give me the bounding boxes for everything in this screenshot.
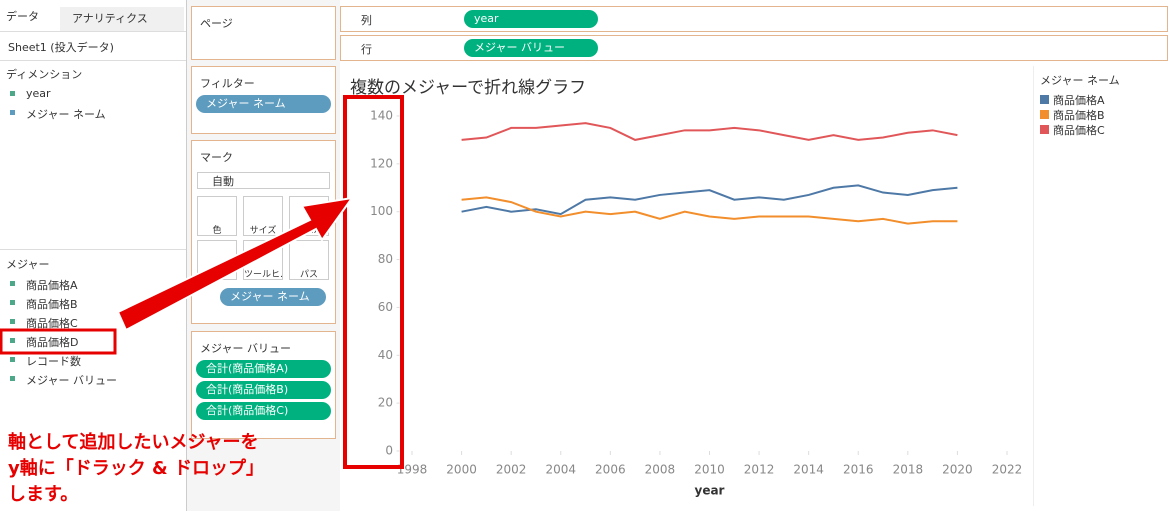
x-tick-label: 2010 [694,463,725,477]
y-tick-label: 100 [370,204,393,218]
annotation: 軸として追加したいメジャーを y軸に「ドラック & ドロップ」 します。 [8,430,264,508]
y-tick-label: 0 [385,444,393,458]
measure-item[interactable]: 商品価格D [26,336,79,349]
divider [0,60,186,61]
icon [10,319,15,324]
x-tick-label: 2022 [992,463,1023,477]
x-tick-label: 2014 [793,463,824,477]
tab-data[interactable]: データ [0,8,66,32]
x-tick-label: 2018 [893,463,924,477]
measure-item[interactable]: 商品価格B [26,298,78,311]
tab-divider [0,31,186,32]
annotation-line: y軸に「ドラック & ドロップ」 [8,458,264,479]
columns-pill[interactable]: year [464,10,598,28]
chart-title: 複数のメジャーで折れ線グラフ [350,78,586,98]
dimension-item[interactable]: year [26,87,51,100]
icon [10,376,15,381]
rows-label: 行 [361,43,372,56]
x-tick-label: 2004 [545,463,576,477]
x-tick-label: 2000 [446,463,477,477]
legend-label[interactable]: 商品価格A [1053,94,1105,107]
measure-item[interactable]: メジャー バリュー [26,374,117,387]
chart: 複数のメジャーで折れ線グラフ 0 20 40 60 80 100 120 140 1998 200… [341,66,1029,509]
columns-shelf[interactable]: 列 year [340,6,1168,32]
dimensions-title: ディメンション [6,68,83,81]
legend-title: メジャー ネーム [1040,74,1120,87]
x-tick-label: 2006 [595,463,626,477]
pages-shelf[interactable]: ページ [191,6,336,60]
mark-card[interactable]: サイズ [243,196,283,236]
x-tick-label: 2020 [942,463,973,477]
filters-shelf[interactable]: フィルター メジャー ネーム [191,66,336,134]
measure-values-title: メジャー バリュー [200,342,291,355]
measure-pill[interactable]: 合計(商品価格C) [196,402,331,420]
rows-shelf[interactable]: 行 メジャー バリュー [340,35,1168,61]
y-tick-label: 20 [378,396,393,410]
filters-title: フィルター [200,77,255,90]
marks-card: マーク 自動 色 サイズ ラベル 詳細 ツールヒ… パス メジャー ネーム [191,140,336,324]
dimension-item[interactable]: メジャー ネーム [26,108,106,121]
tab-analytics[interactable]: アナリティクス [60,7,184,31]
icon [10,357,15,362]
measure-pill[interactable]: 合計(商品価格B) [196,381,331,399]
x-tick-label: 2008 [645,463,676,477]
filter-pill[interactable]: メジャー ネーム [196,95,331,113]
legend-swatch [1040,110,1049,119]
rows-pill[interactable]: メジャー バリュー [464,39,598,57]
marks-title: マーク [200,151,233,164]
measures-title: メジャー [6,258,50,271]
icon [10,281,15,286]
y-tick-label: 80 [378,252,393,266]
legend-label[interactable]: 商品価格C [1053,124,1105,137]
icon [10,110,15,115]
legend-swatch [1040,125,1049,134]
y-tick-label: 40 [378,348,393,362]
pages-title: ページ [200,17,233,30]
icon [10,300,15,305]
datasource[interactable]: Sheet1 (投入データ) [8,41,114,54]
x-tick-label: 2012 [744,463,775,477]
legend: メジャー ネーム 商品価格A 商品価格B 商品価格C [1033,66,1169,506]
x-tick-label: 2016 [843,463,874,477]
x-tick-label: 1998 [397,463,428,477]
annotation-line: します。 [8,484,79,505]
series-line [461,196,958,225]
mark-card[interactable]: パス [289,240,329,280]
mark-card[interactable]: 色 [197,196,237,236]
y-tick-label: 140 [370,108,393,122]
series-line [461,184,958,216]
y-tick-label: 120 [370,156,393,170]
mark-card[interactable]: 詳細 [197,240,237,280]
mark-card[interactable]: ラベル [289,196,329,236]
measure-item[interactable]: 商品価格A [26,279,78,292]
mark-type-dropdown[interactable]: 自動 [197,172,330,189]
mark-card[interactable]: ツールヒ… [243,240,283,280]
measure-item[interactable]: レコード数 [26,355,81,368]
icon [10,91,15,96]
measure-pill[interactable]: 合計(商品価格A) [196,360,331,378]
measure-item[interactable]: 商品価格C [26,317,78,330]
measure-values-card: メジャー バリュー 合計(商品価格A) 合計(商品価格B) 合計(商品価格C) [191,331,336,439]
icon [10,338,15,343]
y-tick-label: 60 [378,300,393,314]
series-line [461,122,958,141]
divider [0,249,186,250]
x-tick-label: 2002 [496,463,527,477]
legend-swatch [1040,95,1049,104]
legend-label[interactable]: 商品価格B [1053,109,1105,122]
x-axis-title: year [695,484,725,498]
mark-pill[interactable]: メジャー ネーム [220,288,326,306]
annotation-line: 軸として追加したいメジャーを [8,432,259,453]
columns-label: 列 [361,14,372,27]
